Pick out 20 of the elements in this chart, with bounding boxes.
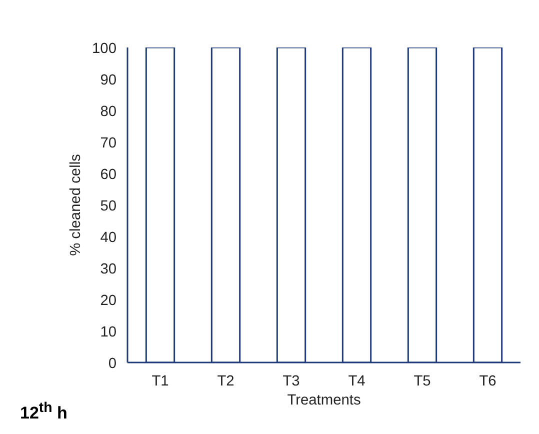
x-tick-label: T1 <box>152 374 169 390</box>
y-tick-label: 40 <box>100 230 117 246</box>
x-axis-title: Treatments <box>287 392 361 408</box>
y-tick-label: 50 <box>100 198 117 214</box>
y-tick-label: 20 <box>100 293 117 309</box>
x-tick-label: T4 <box>348 374 366 390</box>
y-tick-label: 100 <box>92 41 117 57</box>
x-tick-label: T6 <box>479 374 496 390</box>
y-tick-label: 90 <box>100 72 117 88</box>
y-axis-title: % cleaned cells <box>68 154 84 256</box>
y-tick-label: 10 <box>100 324 117 340</box>
x-tick-label: T5 <box>414 374 431 390</box>
text: 12$^{th}$ h <box>20 399 68 425</box>
y-tick-label: 60 <box>100 167 117 183</box>
x-tick-label: T2 <box>217 374 234 390</box>
y-tick-label: 70 <box>100 136 117 152</box>
y-tick-label: 30 <box>100 262 117 278</box>
x-tick-label: T3 <box>282 374 300 390</box>
y-tick-label: 0 <box>108 356 117 372</box>
y-tick-label: 80 <box>100 104 117 120</box>
